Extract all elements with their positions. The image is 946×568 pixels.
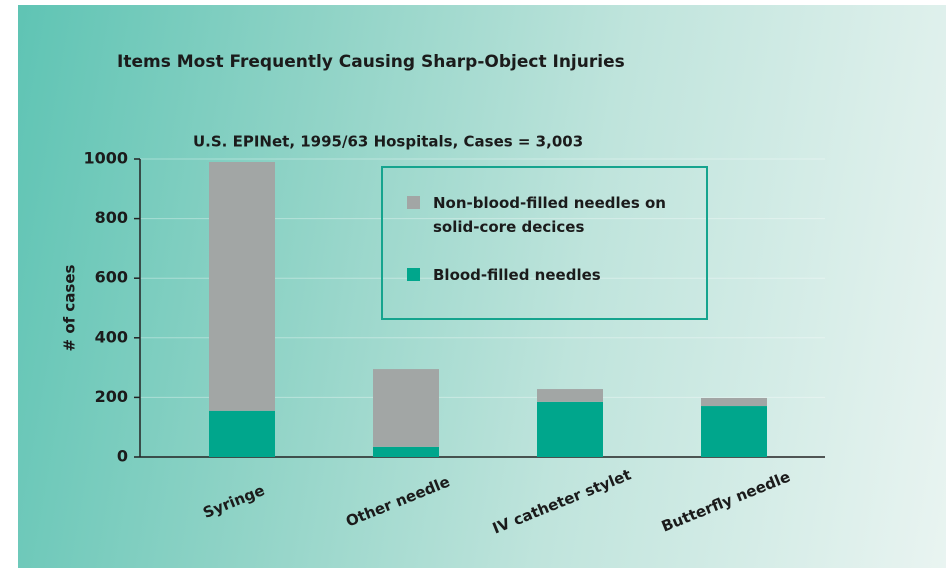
y-tick-label: 400 [95, 327, 128, 346]
bar-segment [209, 411, 275, 457]
bar-segment [537, 402, 603, 457]
y-tick-label: 800 [95, 208, 128, 227]
y-tick-label: 200 [95, 387, 128, 406]
legend-swatch [407, 268, 420, 281]
y-tick-label: 1000 [83, 149, 128, 168]
legend: Non-blood-filled needles on solid-core d… [381, 166, 708, 320]
chart-title: Items Most Frequently Causing Sharp-Obje… [117, 52, 625, 72]
bar-segment [701, 406, 767, 457]
y-tick-label: 0 [117, 447, 128, 466]
y-axis-label: # of cases [61, 264, 79, 351]
bar-segment [373, 447, 439, 457]
x-tick-label: IV catheter stylet [490, 466, 634, 538]
x-tick-label: Butterfly needle [659, 467, 793, 535]
chart-subtitle: U.S. EPINet, 1995/63 Hospitals, Cases = … [193, 133, 583, 151]
legend-swatch [407, 196, 420, 209]
legend-label: Blood-filled needles [433, 263, 693, 287]
x-tick-label: Syringe [200, 481, 267, 522]
x-tick-label: Other needle [343, 472, 452, 530]
legend-item: Blood-filled needles [407, 263, 693, 287]
chart-panel: Items Most Frequently Causing Sharp-Obje… [0, 0, 946, 568]
bar-segment [373, 369, 439, 447]
bar-segment [537, 389, 603, 402]
y-tick-label: 600 [95, 268, 128, 287]
legend-item: Non-blood-filled needles on solid-core d… [407, 191, 693, 239]
bar-segment [209, 162, 275, 411]
bar-segment [701, 398, 767, 406]
legend-label: Non-blood-filled needles on solid-core d… [433, 191, 693, 239]
